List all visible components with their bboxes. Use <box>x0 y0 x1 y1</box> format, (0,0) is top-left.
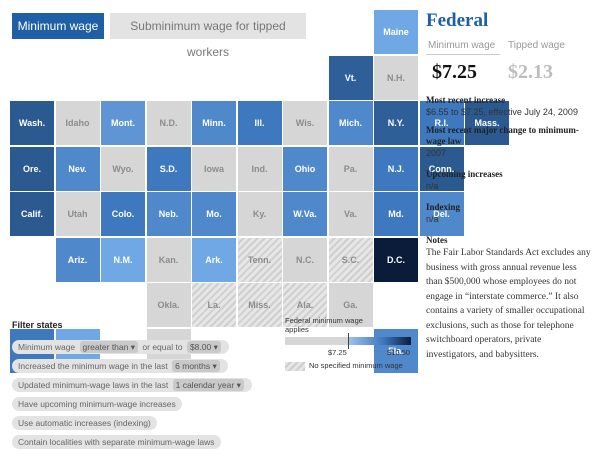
notes-label: Notes <box>426 235 448 245</box>
state-tile[interactable]: Pa. <box>328 146 373 191</box>
chevron-down-icon: ▾ <box>213 342 218 352</box>
wage-values: $7.25 $2.13 <box>426 55 591 89</box>
notes-body: The Fair Labor Standards Act excludes an… <box>426 248 591 360</box>
filter-comparison-value: greater than <box>82 342 129 352</box>
state-tile[interactable]: Miss. <box>237 283 282 327</box>
state-tile[interactable]: D.C. <box>374 237 418 282</box>
filter-period-value: 6 months <box>175 361 211 371</box>
min-wage-value: $7.25 <box>432 61 477 83</box>
state-tile[interactable]: Tenn. <box>237 237 282 282</box>
most-recent-increase-value: $6.55 to $7.25, effective July 24, 2009 <box>426 107 578 117</box>
state-tile[interactable]: Neb. <box>146 192 191 236</box>
filter-period-select[interactable]: 6 months ▾ <box>172 360 220 372</box>
filter-equal-label: or equal to <box>142 342 183 352</box>
state-tile[interactable]: Ala. <box>283 283 327 327</box>
most-recent-increase-label: Most recent increase <box>426 95 506 105</box>
filter-upcoming-increases[interactable]: Have upcoming minimum-wage increases <box>12 397 182 411</box>
wage-labels: Minimum wage Tipped wage <box>426 40 591 54</box>
upcoming-increases-label: Upcoming increases <box>426 169 503 179</box>
legend-title: Federal minimum wage applies <box>285 316 363 334</box>
state-tile[interactable]: N.D. <box>146 101 191 145</box>
state-tile[interactable]: W.Va. <box>283 192 327 236</box>
legend-hatch-swatch <box>285 362 305 371</box>
most-recent-change-value: 2007 <box>426 148 447 158</box>
filter-updated-label: Updated minimum-wage laws in the last <box>18 380 169 390</box>
state-tile[interactable]: Ky. <box>237 192 282 236</box>
upcoming-increases-value: n/a <box>426 181 439 191</box>
indexing-value: n/a <box>426 214 439 224</box>
legend-hatch-label: No specified minimum wage <box>309 361 403 370</box>
state-tile[interactable]: Vt. <box>328 55 373 100</box>
state-tile[interactable]: Fla. <box>374 328 418 373</box>
state-tile[interactable]: Wash. <box>10 101 54 145</box>
state-tile[interactable]: Nev. <box>55 146 100 191</box>
filter-localities[interactable]: Contain localities with separate minimum… <box>12 435 221 449</box>
state-tile[interactable]: Maine <box>374 10 418 54</box>
legend-min-label: $7.25 <box>328 348 347 357</box>
tipped-wage-value: $2.13 <box>508 61 553 83</box>
state-tile[interactable]: Mo. <box>192 192 236 236</box>
state-tile[interactable]: N.H. <box>374 55 418 100</box>
filter-increased-label: Increased the minimum wage in the last <box>18 361 168 371</box>
state-tile[interactable]: Ill. <box>237 101 282 145</box>
state-tile[interactable]: Minn. <box>192 101 236 145</box>
min-wage-label: Minimum wage <box>428 40 496 51</box>
detail-panel: Federal Minimum wage Tipped wage $7.25 $… <box>426 10 591 362</box>
state-tile[interactable]: Ariz. <box>55 237 100 282</box>
state-tile[interactable]: Ore. <box>10 146 54 191</box>
state-tile[interactable]: Ark. <box>192 237 236 282</box>
state-tile[interactable]: Idaho <box>55 101 100 145</box>
filter-amount-value: $8.00 <box>189 342 212 352</box>
filters-title: Filter states <box>12 320 63 330</box>
filter-minimum-wage-label: Minimum wage <box>18 342 76 352</box>
filter-updated-laws[interactable]: Updated minimum-wage laws in the last 1 … <box>12 378 252 392</box>
state-tile[interactable]: Wis. <box>283 101 327 145</box>
state-tile[interactable]: N.Y. <box>374 101 418 145</box>
state-tile[interactable]: Calif. <box>10 192 54 236</box>
state-tile[interactable]: Iowa <box>192 146 236 191</box>
state-tile[interactable]: Md. <box>374 192 418 236</box>
state-tile[interactable]: Wyo. <box>101 146 145 191</box>
wage-divider <box>426 54 500 55</box>
state-tile[interactable]: S.C. <box>328 237 373 282</box>
legend-federal-tick <box>348 333 349 349</box>
state-tile[interactable]: Ind. <box>237 146 282 191</box>
filter-year-value: 1 calendar year <box>175 380 235 390</box>
state-tile[interactable]: R.I. <box>419 101 464 145</box>
filter-year-select[interactable]: 1 calendar year ▾ <box>172 379 244 391</box>
state-tile[interactable]: Del. <box>419 192 464 236</box>
tipped-wage-label: Tipped wage <box>508 40 565 51</box>
state-tile[interactable]: S.D. <box>146 146 191 191</box>
filter-amount-select[interactable]: $8.00 ▾ <box>186 341 221 353</box>
filter-increased-recently[interactable]: Increased the minimum wage in the last 6… <box>12 359 228 373</box>
state-tile[interactable]: Colo. <box>101 192 145 236</box>
state-tile[interactable]: Ga. <box>328 283 373 327</box>
state-tile[interactable]: Va. <box>328 192 373 236</box>
chevron-down-icon: ▾ <box>212 361 217 371</box>
state-tile[interactable]: N.J. <box>374 146 418 191</box>
filter-minimum-wage[interactable]: Minimum wage greater than ▾ or equal to … <box>12 340 229 354</box>
filter-comparison-select[interactable]: greater than ▾ <box>79 341 139 353</box>
state-tile[interactable]: La. <box>192 283 236 327</box>
state-tile[interactable]: Utah <box>55 192 100 236</box>
indexing-label: Indexing <box>426 202 461 212</box>
most-recent-change-label: Most recent major change to minimum-wage… <box>426 125 579 146</box>
state-tile[interactable]: Okla. <box>146 283 191 327</box>
state-tile[interactable]: N.C. <box>283 237 327 282</box>
tab-subminimum-wage[interactable]: Subminimum wage for tipped workers <box>110 13 306 59</box>
panel-title: Federal <box>426 10 489 31</box>
state-tile[interactable]: Mich. <box>328 101 373 145</box>
state-tile[interactable]: Mont. <box>101 101 145 145</box>
tab-minimum-wage[interactable]: Minimum wage <box>12 13 104 39</box>
state-tile[interactable]: N.M. <box>101 237 145 282</box>
filter-indexing[interactable]: Use automatic increases (indexing) <box>12 416 157 430</box>
state-tile[interactable]: Kan. <box>146 237 191 282</box>
state-tile[interactable]: Ohio <box>283 146 327 191</box>
legend-max-label: $10.50 <box>387 348 410 357</box>
state-tile[interactable]: Conn. <box>419 146 464 191</box>
chevron-down-icon: ▾ <box>236 380 241 390</box>
state-tile[interactable]: Mass. <box>465 101 509 145</box>
chevron-down-icon: ▾ <box>130 342 136 352</box>
